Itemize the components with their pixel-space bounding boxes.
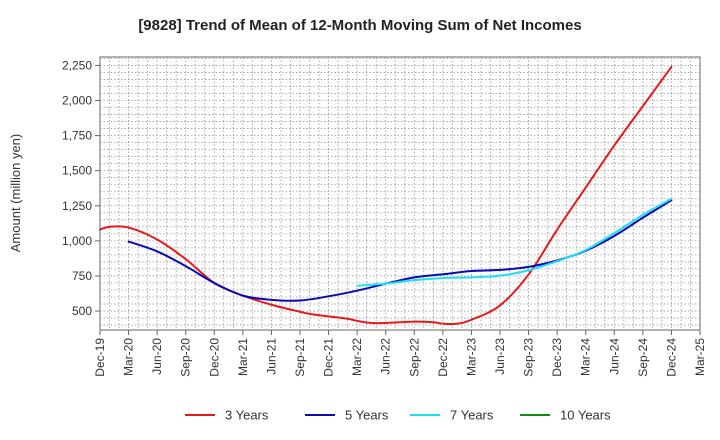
- y-tick-label: 1,000: [62, 234, 92, 248]
- legend-label: 7 Years: [450, 408, 494, 423]
- x-tick-label: Sep-24: [636, 338, 650, 377]
- chart-title: [9828] Trend of Mean of 12-Month Moving …: [138, 17, 581, 34]
- x-tick-label: Sep-23: [522, 338, 536, 377]
- x-tick-label: Dec-22: [436, 338, 450, 377]
- legend-label: 5 Years: [345, 408, 389, 423]
- legend-label: 3 Years: [225, 408, 269, 423]
- x-tick-label: Jun-22: [379, 338, 393, 375]
- y-tick-label: 1,250: [62, 199, 92, 213]
- x-tick-label: Dec-21: [322, 338, 336, 377]
- plot-area: [99, 56, 701, 331]
- x-tick-label: Mar-21: [236, 338, 250, 376]
- series-line-7-years: [356, 197, 673, 287]
- y-tick-label: 750: [72, 269, 92, 283]
- x-tick-label: Sep-20: [179, 338, 193, 377]
- x-tick-label: Mar-22: [350, 338, 364, 376]
- x-tick-label: Jun-21: [264, 338, 278, 375]
- y-tick-label: 1,500: [62, 164, 92, 178]
- x-tick-label: Mar-20: [122, 338, 136, 376]
- x-tick-label: Mar-23: [464, 338, 478, 376]
- x-tick-label: Dec-23: [550, 338, 564, 377]
- x-tick-label: Sep-21: [293, 338, 307, 377]
- y-tick-label: 2,250: [62, 58, 92, 72]
- x-tick-label: Sep-22: [407, 338, 421, 377]
- x-tick-label: Jun-20: [150, 338, 164, 375]
- y-axis-ticks: 500 750 1,000 1,250 1,500 1,750 2,000 2,250: [62, 58, 100, 318]
- x-tick-label: Dec-24: [664, 338, 678, 377]
- legend-label: 10 Years: [560, 408, 611, 423]
- x-tick-label: Dec-20: [207, 338, 221, 377]
- x-tick-label: Mar-25: [693, 338, 707, 376]
- y-tick-label: 500: [72, 304, 92, 318]
- legend: 3 Years 5 Years 7 Years 10 Years: [185, 408, 611, 423]
- y-axis-label: Amount (million yen): [8, 134, 23, 253]
- x-tick-label: Dec-19: [93, 338, 107, 377]
- grid: [100, 57, 700, 330]
- x-tick-label: Jun-23: [493, 338, 507, 375]
- y-tick-label: 2,000: [62, 94, 92, 108]
- series-line-3-years: [99, 65, 673, 326]
- x-axis-ticks: Dec-19 Mar-20 Jun-20 Sep-20 Dec-20 Mar-21 Jun-…: [93, 330, 707, 377]
- series-lines: [99, 65, 673, 326]
- y-tick-label: 1,750: [62, 129, 92, 143]
- x-tick-label: Jun-24: [607, 338, 621, 375]
- x-tick-label: Mar-24: [579, 338, 593, 376]
